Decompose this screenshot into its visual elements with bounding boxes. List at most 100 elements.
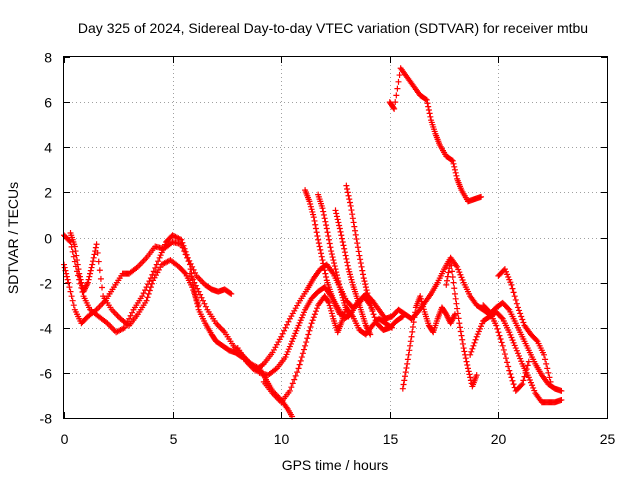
data-point (190, 266, 197, 273)
data-point (527, 379, 534, 386)
data-point (390, 104, 397, 111)
x-tick-label: 20 (491, 431, 507, 447)
data-point (339, 294, 346, 301)
data-point (445, 269, 452, 276)
data-point (312, 225, 319, 232)
data-point (506, 276, 513, 283)
data-point (68, 293, 75, 300)
data-point (353, 236, 360, 243)
x-tick-label: 0 (61, 431, 69, 447)
data-point (323, 222, 330, 229)
data-point (352, 231, 359, 238)
data-point (194, 285, 201, 292)
data-point (95, 258, 102, 265)
data-point (531, 387, 538, 394)
data-point (333, 210, 340, 217)
data-point (362, 281, 369, 288)
data-point (360, 271, 367, 278)
data-point (286, 343, 293, 350)
data-point (322, 270, 329, 277)
data-point (443, 277, 450, 284)
data-point (126, 315, 133, 322)
data-point (301, 309, 308, 316)
y-tick-label: 0 (44, 231, 52, 247)
data-point (325, 299, 332, 306)
data-point (91, 251, 98, 258)
data-point (402, 369, 409, 376)
data-point (194, 299, 201, 306)
data-point (345, 266, 352, 273)
data-point (305, 331, 312, 338)
data-point (284, 348, 291, 355)
data-point (469, 345, 476, 352)
data-point (517, 355, 524, 362)
data-point (423, 96, 430, 103)
data-point (87, 270, 94, 277)
data-point (227, 290, 234, 297)
data-point (511, 342, 518, 349)
data-point (161, 241, 168, 248)
data-point (195, 302, 202, 309)
data-point (99, 284, 106, 291)
data-point (157, 252, 164, 259)
data-point (140, 290, 147, 297)
y-tick-label: -8 (40, 411, 53, 427)
data-point (455, 266, 462, 273)
data-point (509, 337, 516, 344)
data-point (547, 378, 554, 385)
data-point (525, 358, 532, 365)
data-point (478, 323, 485, 330)
data-point (181, 245, 188, 252)
data-point (66, 284, 73, 291)
series-arc-8 (315, 191, 352, 320)
data-point (501, 351, 508, 358)
data-point (192, 293, 199, 300)
data-point (92, 244, 99, 251)
data-point (314, 232, 321, 239)
y-tick-label: 4 (44, 140, 52, 156)
data-point (362, 284, 369, 291)
data-point (513, 347, 520, 354)
data-point (96, 267, 103, 274)
series-arc-7 (302, 187, 343, 318)
data-point (411, 314, 418, 321)
data-point (340, 242, 347, 249)
data-point (65, 279, 72, 286)
data-point (518, 382, 525, 389)
data-point (152, 264, 159, 271)
data-point (476, 325, 483, 332)
data-point (369, 306, 376, 313)
data-point (70, 302, 77, 309)
series-arc-15 (495, 266, 554, 385)
data-point (541, 351, 548, 358)
data-point (371, 314, 378, 321)
data-point (299, 350, 306, 357)
x-tick-label: 15 (383, 431, 399, 447)
data-point (341, 245, 348, 252)
data-point (475, 328, 482, 335)
data-point (342, 252, 349, 259)
data-point (452, 169, 459, 176)
data-point (326, 302, 333, 309)
data-point (367, 331, 374, 338)
data-point (505, 273, 512, 280)
data-point (395, 78, 402, 85)
data-point (312, 221, 319, 228)
data-point (315, 240, 322, 247)
data-point (448, 157, 455, 164)
data-point (519, 316, 526, 323)
data-point (335, 219, 342, 226)
data-point (293, 327, 300, 334)
data-point (354, 240, 361, 247)
data-point (473, 372, 480, 379)
data-point (449, 157, 456, 164)
data-point (336, 281, 343, 288)
data-point (296, 319, 303, 326)
data-point (297, 357, 304, 364)
data-point (93, 241, 100, 248)
data-point (285, 346, 292, 353)
data-point (309, 317, 316, 324)
data-point (457, 271, 464, 278)
data-point (200, 297, 207, 304)
y-tick-label: 8 (44, 50, 52, 66)
